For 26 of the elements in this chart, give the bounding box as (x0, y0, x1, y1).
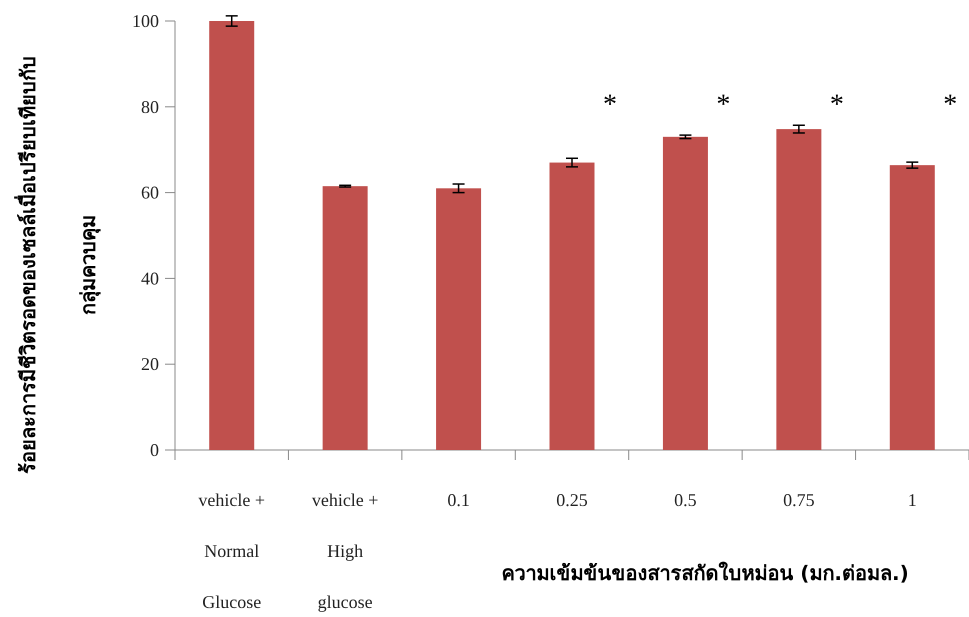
bar (550, 162, 594, 450)
x-tick-label: 0.5 (674, 490, 697, 510)
bar (436, 188, 482, 450)
y-tick-label: 100 (132, 11, 159, 31)
bar (890, 165, 935, 450)
bar (209, 21, 254, 450)
y-tick-label: 0 (150, 440, 159, 460)
annotation: * (830, 89, 844, 120)
text: ร้อยละการมีชีวิตรอดของเซลล์เมื่อเปรียบเทียบกับ กลุ่มควบคุม (16, 56, 100, 474)
annotation: * (716, 89, 730, 120)
x-axis-title: ความเข้มข้นของสารสกัดใบหม่อน (มก.ต่อมล.) (501, 561, 909, 585)
y-tick-label: 40 (141, 268, 159, 288)
category-label: vehicle + Normal Glucose (198, 490, 266, 612)
bar (776, 129, 822, 450)
y-tick-label: 80 (141, 96, 159, 117)
bar (662, 136, 708, 450)
x-tick-label: 0.75 (783, 490, 815, 510)
y-tick-label: 60 (141, 182, 159, 203)
bar (322, 186, 368, 450)
x-tick-label: 0.25 (556, 490, 588, 510)
y-tick-label: 20 (141, 354, 159, 374)
x-tick-label: 0.1 (447, 490, 470, 510)
x-tick-label: 1 (908, 490, 917, 510)
annotation: * (943, 89, 958, 120)
annotation: * (603, 89, 617, 120)
category-label: vehicle + High glucose (312, 490, 378, 612)
